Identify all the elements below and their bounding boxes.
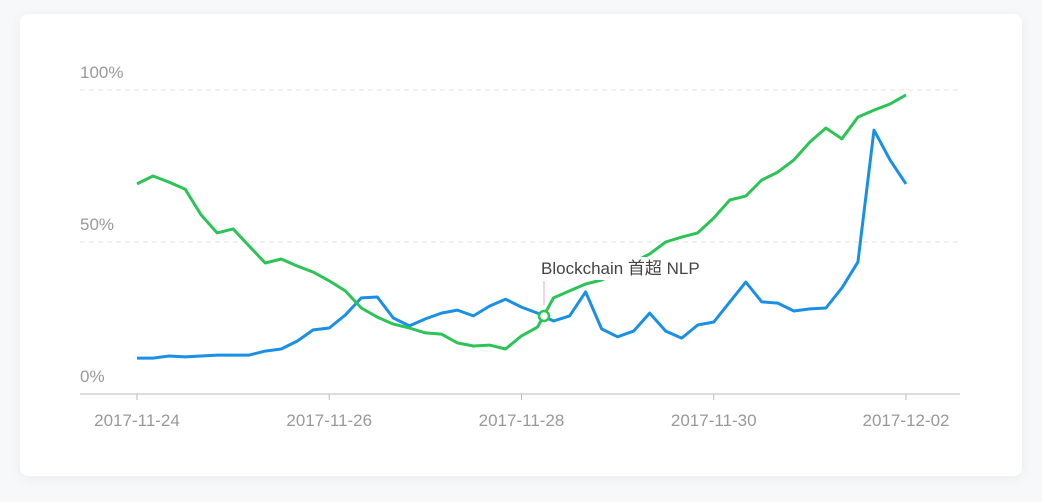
line-series bbox=[137, 128, 908, 360]
y-tick-label: 0% bbox=[80, 367, 105, 386]
y-tick-label: 100% bbox=[80, 63, 123, 82]
y-tick-label: 50% bbox=[80, 215, 114, 234]
line-series bbox=[136, 93, 907, 351]
annotation: Blockchain 首超 NLP bbox=[541, 259, 700, 278]
x-tick-label: 2017-11-30 bbox=[671, 411, 757, 430]
x-tick-label: 2017-11-26 bbox=[286, 411, 372, 430]
annotation-marker bbox=[537, 309, 551, 323]
x-tick-label: 2017-11-28 bbox=[479, 411, 565, 430]
x-tick-label: 2017-11-24 bbox=[94, 411, 180, 430]
annotation-bg bbox=[538, 257, 703, 280]
x-tick-label: 2017-12-02 bbox=[863, 411, 950, 430]
